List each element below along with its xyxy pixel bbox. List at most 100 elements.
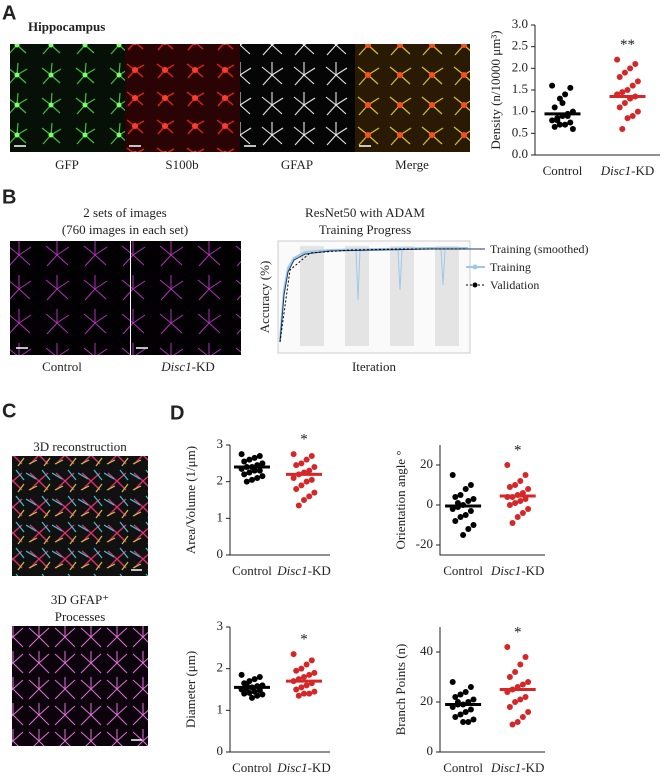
data-point — [460, 719, 467, 725]
data-point — [551, 104, 558, 111]
y-tick-label: 1 — [217, 701, 224, 716]
data-point — [298, 482, 305, 489]
data-point — [241, 458, 248, 465]
data-point — [632, 61, 639, 67]
data-point — [525, 506, 532, 512]
x-axis-label: Iteration — [352, 359, 397, 374]
data-point — [462, 486, 469, 492]
image — [10, 241, 130, 355]
data-point — [567, 84, 574, 91]
significance: * — [514, 624, 522, 640]
data-point — [616, 74, 623, 80]
data-point — [517, 478, 524, 484]
data-point — [259, 473, 266, 480]
data-point — [465, 719, 472, 725]
data-point — [449, 472, 456, 478]
data-point — [512, 500, 519, 506]
data-point — [311, 688, 318, 695]
legend-entry: Training (smoothed) — [490, 242, 589, 256]
image — [131, 241, 241, 355]
data-point — [551, 123, 558, 130]
data-point — [467, 508, 474, 514]
data-point — [549, 117, 556, 124]
data-point — [449, 679, 456, 685]
image-label: S100b — [165, 157, 198, 172]
training-plot — [277, 240, 485, 354]
data-point — [559, 100, 566, 106]
image-label: GFAP — [281, 157, 313, 172]
data-point — [514, 514, 521, 520]
data-point — [569, 126, 576, 132]
data-point — [256, 453, 263, 459]
data-point — [295, 502, 302, 509]
data-point — [462, 709, 469, 715]
data-point — [249, 694, 255, 701]
y-axis-label: Area/Volume (1/μm) — [183, 446, 198, 554]
data-point — [241, 690, 248, 697]
legend-entry: Validation — [490, 278, 539, 292]
data-point — [306, 493, 313, 500]
data-point — [303, 456, 310, 463]
data-point — [512, 669, 519, 675]
image-label: Merge — [395, 157, 429, 172]
data-point — [629, 82, 636, 89]
panel-letter: B — [2, 186, 16, 208]
data-point — [525, 486, 532, 492]
data-point — [517, 696, 524, 703]
data-point — [512, 482, 519, 488]
data-point — [522, 654, 529, 660]
data-point — [504, 644, 511, 650]
data-point — [634, 78, 641, 85]
data-point — [293, 486, 300, 492]
data-point — [457, 492, 464, 498]
data-point — [298, 460, 305, 467]
x-tick-label: Control — [443, 760, 483, 775]
data-point — [298, 684, 305, 691]
y-tick-label: 20 — [420, 456, 433, 471]
data-point — [519, 510, 526, 516]
data-point — [506, 502, 513, 508]
data-point — [619, 126, 626, 132]
data-point — [519, 681, 526, 688]
data-point — [460, 532, 467, 538]
y-tick-label: 1 — [217, 509, 224, 524]
images-title: 2 sets of images — [83, 205, 166, 220]
data-point — [465, 498, 472, 504]
data-point — [251, 676, 258, 683]
data-point — [308, 476, 315, 483]
data-point — [467, 706, 474, 713]
data-point — [567, 119, 574, 126]
data-point — [470, 522, 477, 528]
data-point — [246, 456, 253, 463]
y-tick-label: 1.5 — [512, 81, 528, 96]
data-point — [306, 671, 313, 678]
legend-entry: Training — [490, 260, 531, 274]
image-title: Processes — [55, 609, 106, 624]
image — [355, 44, 470, 152]
significance: * — [300, 632, 308, 648]
data-point — [504, 462, 511, 468]
data-point — [311, 669, 318, 676]
data-point — [254, 692, 261, 699]
data-point — [452, 694, 459, 700]
image — [125, 44, 240, 152]
y-tick-label: 3 — [217, 618, 224, 633]
data-point — [308, 453, 315, 459]
data-point — [308, 657, 315, 664]
data-point — [246, 689, 253, 696]
data-point — [246, 469, 253, 476]
data-point — [562, 91, 569, 98]
data-point — [462, 689, 469, 695]
image — [12, 626, 148, 746]
data-point — [238, 671, 245, 678]
image-label: GFP — [55, 157, 79, 172]
data-point — [467, 482, 474, 488]
data-point — [452, 494, 459, 500]
y-tick-label: 0 — [217, 743, 224, 758]
data-point — [556, 121, 563, 128]
training-title: Training Progress — [319, 222, 411, 237]
data-point — [457, 691, 464, 698]
data-point — [290, 651, 297, 658]
panel-letter: A — [2, 2, 16, 24]
